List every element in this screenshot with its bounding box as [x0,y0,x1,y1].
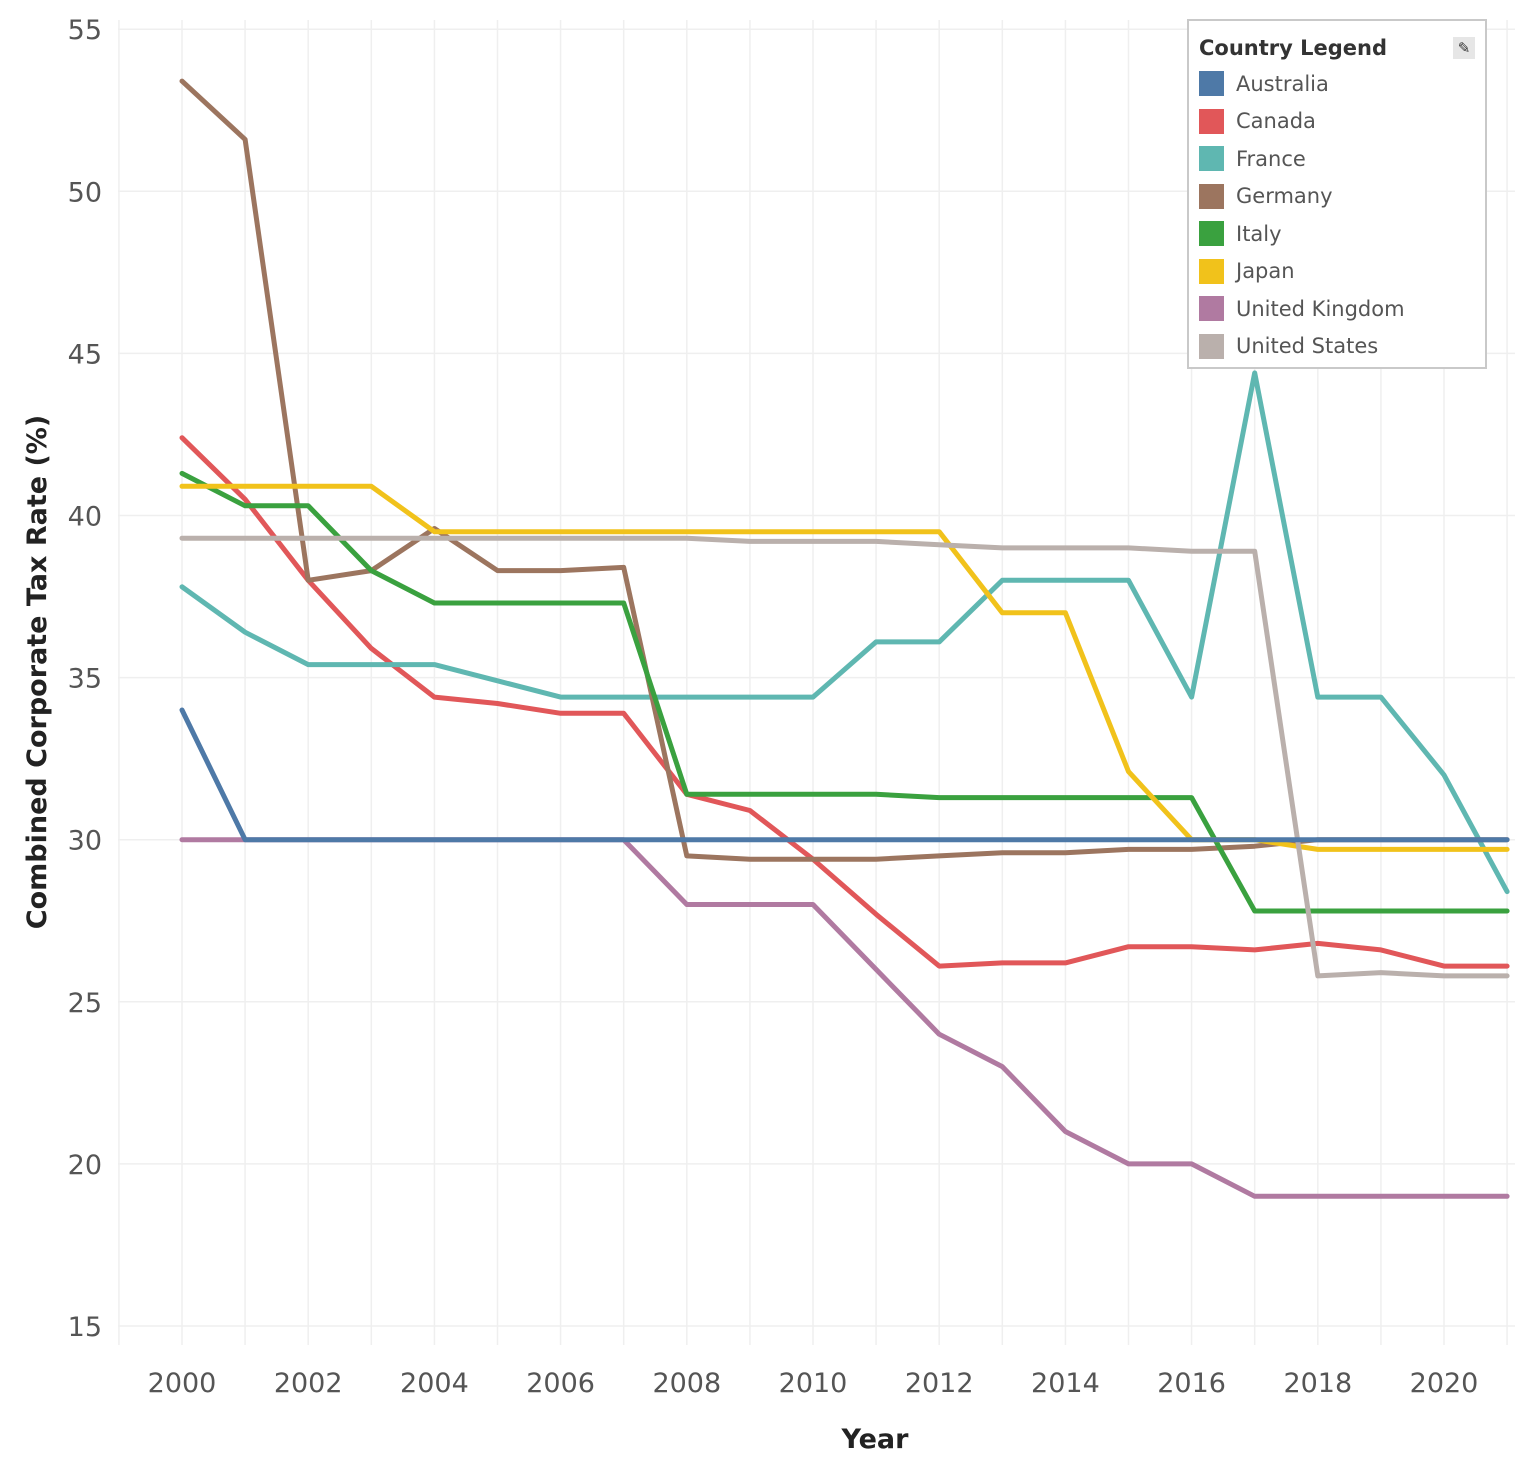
y-tick-label: 40 [68,502,102,533]
y-tick-label: 45 [68,339,102,370]
legend-label: United Kingdom [1236,296,1405,321]
legend-label: Japan [1236,259,1295,284]
legend-label: United States [1236,334,1379,359]
x-axis-ticks: 2000 2002 2004 2006 2008 2010 2012 2014 2016 2018… [148,1368,1479,1399]
country-legend: Country Legend ✎ Australia Canada France Ge… [1187,19,1487,369]
series-line-japan[interactable] [179,483,1510,852]
legend-swatch [1199,108,1224,134]
legend-label: France [1236,146,1306,171]
x-tick-label: 2014 [1031,1368,1100,1399]
y-tick-label: 20 [68,1150,102,1181]
legend-items: Australia Canada France Germany Italy Japan Un… [1199,65,1475,365]
y-tick-label: 25 [68,988,102,1019]
legend-swatch [1199,333,1224,359]
x-tick-label: 2000 [148,1368,217,1399]
legend-item-italy[interactable]: Italy [1199,215,1475,253]
series-line-united-kingdom[interactable] [179,837,1510,1199]
x-tick-label: 2016 [1157,1368,1226,1399]
legend-swatch [1199,221,1224,247]
y-axis-ticks: 15 20 25 30 35 40 45 50 55 [68,15,102,1343]
pencil-icon[interactable]: ✎ [1453,37,1475,59]
x-tick-label: 2008 [652,1368,721,1399]
legend-label: Canada [1236,109,1316,134]
x-tick-label: 2010 [779,1368,848,1399]
x-tick-label: 2018 [1283,1368,1352,1399]
y-tick-label: 30 [68,826,102,857]
legend-swatch [1199,146,1224,172]
y-tick-label: 50 [68,177,102,208]
legend-swatch [1199,71,1224,97]
legend-item-australia[interactable]: Australia [1199,65,1475,103]
legend-item-japan[interactable]: Japan [1199,253,1475,291]
series-line-france[interactable] [179,370,1510,895]
x-axis-title: Year [841,1424,910,1455]
x-tick-label: 2012 [905,1368,974,1399]
x-tick-label: 2020 [1410,1368,1479,1399]
y-tick-label: 15 [68,1312,102,1343]
series-lines [179,78,1510,1199]
x-tick-label: 2004 [400,1368,469,1399]
legend-swatch [1199,258,1224,284]
series-line-australia[interactable] [179,707,1510,843]
legend-title: Country Legend [1199,36,1388,60]
legend-item-united-states[interactable]: United States [1199,328,1475,366]
legend-item-germany[interactable]: Germany [1199,178,1475,216]
legend-item-canada[interactable]: Canada [1199,103,1475,141]
legend-label: Germany [1236,184,1333,209]
legend-item-france[interactable]: France [1199,140,1475,178]
y-axis-title: Combined Corporate Tax Rate (%) [22,415,53,929]
series-line-united-states[interactable] [179,535,1510,979]
legend-item-united-kingdom[interactable]: United Kingdom [1199,290,1475,328]
y-tick-label: 55 [68,15,102,46]
legend-swatch [1199,183,1224,209]
legend-label: Australia [1236,71,1329,96]
series-line-canada[interactable] [179,435,1510,969]
x-tick-label: 2002 [274,1368,343,1399]
legend-label: Italy [1236,221,1282,246]
x-tick-label: 2006 [526,1368,595,1399]
series-line-italy[interactable] [179,470,1510,914]
legend-swatch [1199,296,1224,322]
y-tick-label: 35 [68,664,102,695]
